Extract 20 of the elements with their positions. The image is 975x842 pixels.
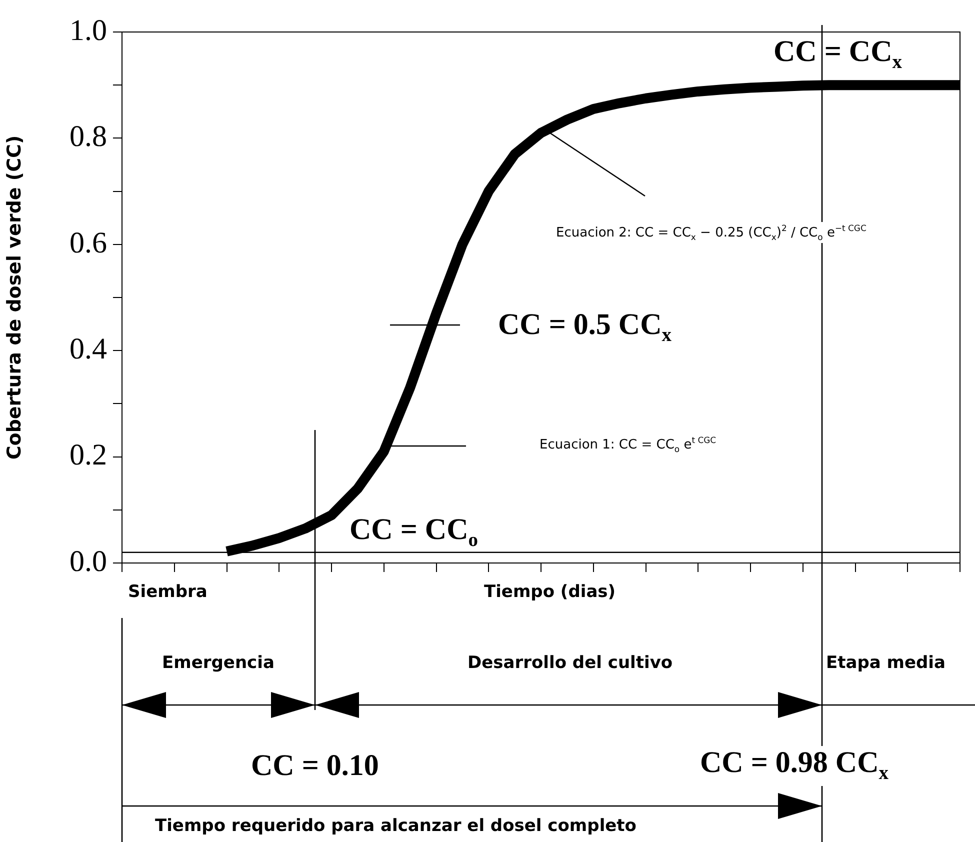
x-axis-title: Tiempo (dias) (484, 582, 616, 602)
y-tick-label: 0.4 (70, 332, 107, 366)
y-tick-label: 1.0 (70, 14, 107, 47)
text: Emergencia (162, 652, 274, 672)
text: Tiempo requerido para alcanzar el dosel completo (155, 816, 636, 836)
y-axis-title: Cobertura de dosel verde (CC) (3, 135, 26, 460)
y-tick-label: 0.8 (70, 120, 107, 154)
text: CC = 0.10 (251, 749, 379, 782)
text: Ecuacion 2: CC = CC$_{x}$ − 0.25 (CC$_{x}$)$^{2}$ / CC$_{o}$ e$^{−t CGC}$ (556, 222, 866, 242)
ref-line-label: CC = CC$_{o}$ (350, 513, 478, 552)
text: CC = 0.98 CC$_{x}$ (700, 746, 889, 786)
text: Desarrollo del cultivo (468, 652, 673, 672)
annotation: Ecuacion 1: CC = CC$_{o}$ e$^{t CGC}$ (540, 434, 716, 454)
text: Siembra (128, 582, 208, 602)
annotation: CC = 0.5 CC$_{x}$ (498, 308, 672, 346)
y-tick-label: 0.0 (70, 544, 107, 578)
y-tick-label: 0.2 (70, 438, 107, 472)
text: Etapa media (826, 652, 946, 672)
annotation: CC = CC$_{x}$ (774, 35, 902, 73)
y-tick-label: 0.6 (70, 226, 107, 260)
